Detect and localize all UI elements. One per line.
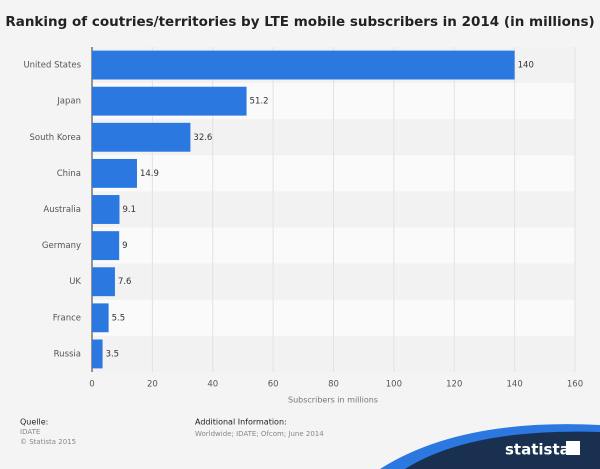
x-tick-label: 60 <box>268 380 279 390</box>
footer-wave <box>400 429 600 469</box>
data-label: 51.2 <box>250 97 269 107</box>
bar <box>92 158 137 188</box>
bar <box>92 231 120 261</box>
info: Worldwide; IDATE; Ofcom; June 2014 <box>195 430 324 438</box>
y-tick-label: Russia <box>54 349 81 359</box>
bar <box>92 86 247 116</box>
y-tick-label: Germany <box>42 241 81 251</box>
data-label: 14.9 <box>140 169 159 179</box>
info-title: Additional Information: <box>195 418 287 427</box>
y-tick-label: China <box>57 169 81 179</box>
source: IDATE <box>20 428 40 436</box>
bar <box>92 339 103 369</box>
copyright: © Statista 2015 <box>20 438 76 446</box>
x-tick-label: 20 <box>147 380 158 390</box>
bar <box>92 122 191 152</box>
x-tick-label: 120 <box>446 380 462 390</box>
logo-icon <box>566 441 580 455</box>
logo: statista <box>505 441 570 459</box>
x-tick-label: 140 <box>507 380 523 390</box>
data-label: 9.1 <box>122 205 136 215</box>
data-label: 3.5 <box>106 349 120 359</box>
data-label: 7.6 <box>118 277 132 287</box>
bar <box>92 195 120 224</box>
data-label: 32.6 <box>193 133 212 143</box>
y-tick-label: Japan <box>56 97 81 107</box>
chart-title: Ranking of coutries/territories by LTE m… <box>5 14 594 30</box>
plot-area: 0 20 40 60 80 100 120 140 160 United States 140 Jap… <box>23 47 583 390</box>
x-tick-label: 40 <box>207 380 218 390</box>
data-label: 140 <box>518 61 534 71</box>
y-tick-label: United States <box>23 61 81 71</box>
bar <box>92 303 109 333</box>
x-tick-label: 0 <box>89 380 94 390</box>
x-tick-label: 80 <box>328 380 339 390</box>
y-tick-label: Australia <box>43 205 81 215</box>
y-tick-label: South Korea <box>29 133 81 143</box>
footer-wave-accent <box>380 424 600 469</box>
y-tick-label: France <box>53 313 81 323</box>
x-axis-label: Subscribers in millions <box>288 396 378 405</box>
source-title: Quelle: <box>20 418 48 427</box>
data-label: 5.5 <box>112 313 126 323</box>
data-label: 9 <box>122 241 127 251</box>
y-tick-label: UK <box>69 277 81 287</box>
x-tick-label: 160 <box>567 380 583 390</box>
bar <box>92 50 515 80</box>
bar <box>92 267 115 297</box>
x-tick-label: 100 <box>386 380 402 390</box>
